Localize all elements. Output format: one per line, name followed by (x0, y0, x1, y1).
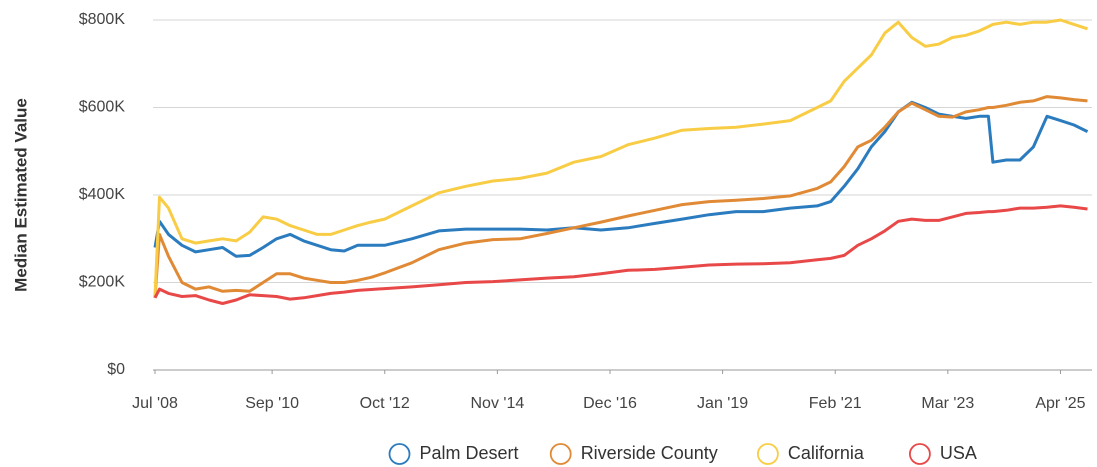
legend-label: Riverside County (581, 443, 718, 463)
x-tick-label: Nov '14 (470, 395, 524, 412)
line (153, 100, 1089, 258)
legend-marker (909, 443, 931, 465)
legend-label: Palm Desert (420, 443, 519, 463)
line (153, 95, 1088, 298)
x-tick-label: Apr '25 (1035, 395, 1085, 412)
y-tick-label: $200K (79, 274, 126, 291)
x-tick-label: Feb '21 (809, 395, 862, 412)
legend-label: USA (940, 443, 977, 463)
legend-marker (388, 443, 411, 465)
y-axis-label: Median Estimated Value (11, 98, 30, 292)
y-tick-label: $800K (79, 11, 126, 28)
x-tick-label: Mar '23 (921, 395, 974, 412)
x-tick-label: Oct '12 (360, 395, 410, 412)
y-tick-label: $400K (79, 186, 126, 203)
line (153, 18, 1088, 296)
legend-marker (549, 443, 572, 465)
legend-label: California (788, 443, 865, 463)
y-tick-label: $600K (79, 99, 126, 116)
y-tick-label: $0 (107, 361, 125, 378)
x-tick-label: Jul '08 (132, 395, 178, 412)
legend-marker (757, 443, 779, 465)
x-tick-label: Jan '19 (697, 395, 748, 412)
x-tick-label: Dec '16 (583, 395, 637, 412)
line (153, 204, 1088, 305)
x-tick-label: Sep '10 (245, 395, 299, 412)
